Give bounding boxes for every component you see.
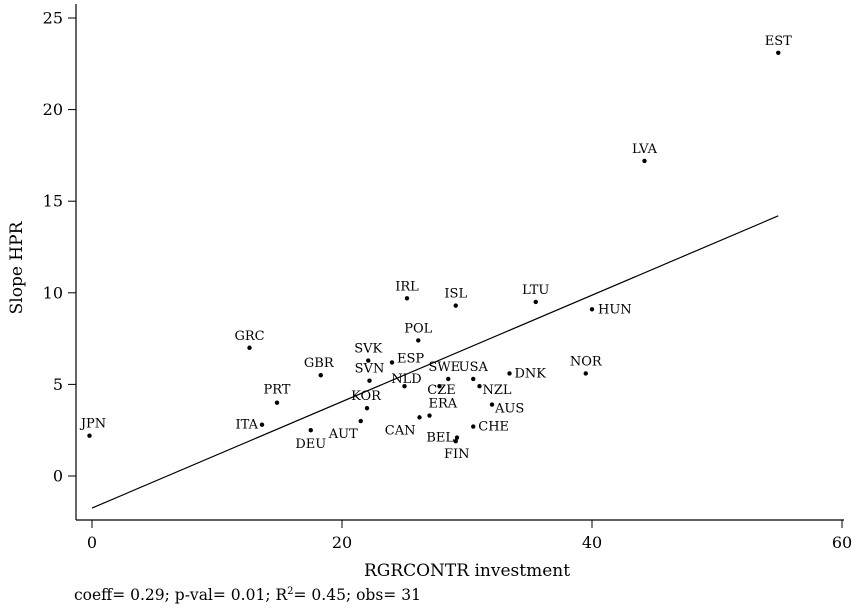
y-axis-title: Slope HPR	[7, 220, 27, 314]
data-point-gbr	[318, 373, 323, 378]
point-label-nor: NOR	[570, 354, 603, 369]
point-label-esp: ESP	[397, 351, 424, 366]
point-label-fin: FIN	[444, 447, 470, 462]
data-point-deu	[308, 428, 313, 433]
data-point-can	[417, 415, 422, 420]
point-label-cze: CZE	[427, 383, 455, 398]
data-point-aus	[489, 402, 495, 407]
data-point-ltu	[533, 299, 538, 305]
point-label-hun: HUN	[598, 302, 632, 317]
point-label-grc: GRC	[234, 329, 264, 344]
x-tick-label: 20	[332, 533, 352, 552]
ticks: 0 20 40 60 0 5 10 15 20 25	[43, 9, 853, 553]
y-tick-label: 10	[43, 283, 63, 302]
point-label-pol: POL	[404, 321, 432, 336]
point-label-lva: LVA	[632, 142, 658, 157]
point-label-che: CHE	[478, 420, 509, 435]
point-label-ltu: LTU	[522, 283, 549, 298]
point-label-prt: PRT	[264, 383, 291, 398]
point-label-deu: DEU	[295, 437, 326, 452]
data-point-ita	[259, 422, 265, 427]
y-tick-label: 15	[43, 192, 63, 211]
x-tick-label: 40	[582, 533, 602, 552]
point-label-nld: NLD	[391, 372, 421, 387]
footnote-suffix: = 0.45; obs= 31	[293, 586, 421, 605]
data-point-usa	[471, 376, 476, 382]
point-label-usa: USA	[459, 360, 489, 375]
data-point-lva	[642, 158, 647, 164]
point-label-irl: IRL	[395, 279, 419, 294]
point-label-ita: ITA	[236, 418, 259, 433]
data-point-nzl	[477, 384, 482, 389]
point-label-nzl: NZL	[483, 383, 512, 398]
point-label-can: CAN	[385, 423, 416, 438]
data-point-aut	[358, 418, 363, 424]
point-label-svk: SVK	[354, 342, 382, 357]
point-label-bel: BEL	[426, 431, 454, 446]
y-tick-label: 0	[53, 467, 63, 486]
point-label-dnk: DNK	[515, 366, 547, 381]
data-point-svk	[366, 358, 371, 363]
data-point-nor	[583, 371, 588, 376]
data-points: EST LVA HUN LTU IRL ISL POL GRC SVK ESP NOR DNK GBR U…	[79, 34, 792, 462]
point-label-isl: ISL	[444, 287, 467, 302]
y-tick-label: 5	[53, 375, 63, 394]
data-point-fin	[453, 438, 458, 444]
y-tick-label: 25	[43, 9, 63, 28]
x-tick-label: 0	[87, 533, 97, 552]
data-point-dnk	[507, 371, 512, 376]
regression-stats-footnote: coeff= 0.29; p-val= 0.01; R2= 0.45; obs=…	[74, 586, 421, 604]
point-label-kor: KOR	[351, 389, 382, 404]
data-point-hun	[589, 307, 595, 312]
point-label-est: EST	[765, 34, 792, 49]
data-point-prt	[274, 400, 280, 405]
data-point-est	[776, 50, 781, 56]
point-label-jpn: JPN	[79, 417, 106, 432]
x-axis-title: RGRCONTR investment	[364, 561, 570, 581]
regression-line	[91, 215, 779, 509]
data-point-jpn	[87, 433, 92, 438]
point-label-gbr: GBR	[304, 356, 335, 371]
data-point-che	[471, 424, 476, 429]
data-point-grc	[247, 345, 252, 350]
data-point-era	[427, 413, 432, 418]
y-tick-label: 20	[43, 100, 63, 119]
data-point-nld	[402, 384, 407, 389]
data-point-swe	[446, 376, 451, 382]
data-point-isl	[453, 303, 458, 308]
point-label-aus: AUS	[494, 402, 524, 417]
data-point-esp	[389, 360, 395, 365]
data-point-svn	[367, 378, 372, 383]
footnote-prefix: coeff= 0.29; p-val= 0.01; R	[74, 586, 288, 605]
point-label-svn: SVN	[355, 362, 385, 377]
footnote-superscript: 2	[287, 586, 294, 597]
x-tick-label: 60	[832, 533, 852, 552]
data-point-bel	[454, 435, 460, 440]
axes	[75, 4, 844, 521]
data-point-irl	[404, 296, 410, 301]
data-point-pol	[416, 338, 421, 343]
point-label-aut: AUT	[328, 427, 358, 442]
data-point-cze	[437, 384, 442, 389]
point-label-era: ERA	[429, 397, 458, 412]
point-label-swe: SWE	[428, 360, 460, 375]
data-point-kor	[364, 406, 370, 411]
